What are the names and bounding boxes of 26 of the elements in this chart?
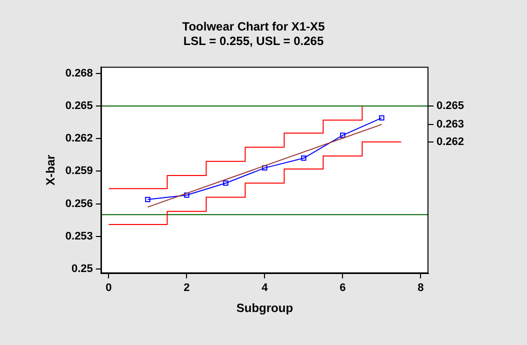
y2-tick-label: 0.263 [436, 118, 464, 130]
point [184, 192, 190, 198]
point [223, 180, 228, 186]
y-tick-label: 0.259 [65, 165, 93, 178]
y-tick-label: 0.265 [65, 100, 93, 112]
y-tick-label: 0.253 [65, 230, 93, 242]
y-tick-label: 0.25 [72, 263, 93, 276]
y-tick-label: 0.262 [65, 132, 93, 145]
y-axis-title: X-bar [44, 154, 58, 186]
chart-title: Toolwear Chart for X1-X5 [182, 20, 326, 34]
chart-subtitle: LSL = 0.255, USL = 0.265 [183, 34, 324, 48]
y2-tick-label: 0.262 [436, 136, 464, 148]
y-tick-label: 0.268 [65, 67, 93, 80]
x-tick-label: 4 [262, 282, 269, 294]
point [379, 115, 384, 121]
point [145, 196, 150, 202]
x-tick-label: 0 [106, 282, 112, 294]
x-tick-label: 6 [340, 282, 346, 294]
point [301, 156, 306, 161]
y-tick-label: 0.256 [65, 198, 93, 210]
x-tick-label: 8 [418, 282, 424, 294]
point [262, 165, 268, 171]
x-tick-label: 2 [184, 282, 190, 294]
point [340, 132, 346, 138]
x-axis-title: Subgroup [236, 301, 294, 316]
y2-tick-label: 0.265 [436, 100, 464, 112]
